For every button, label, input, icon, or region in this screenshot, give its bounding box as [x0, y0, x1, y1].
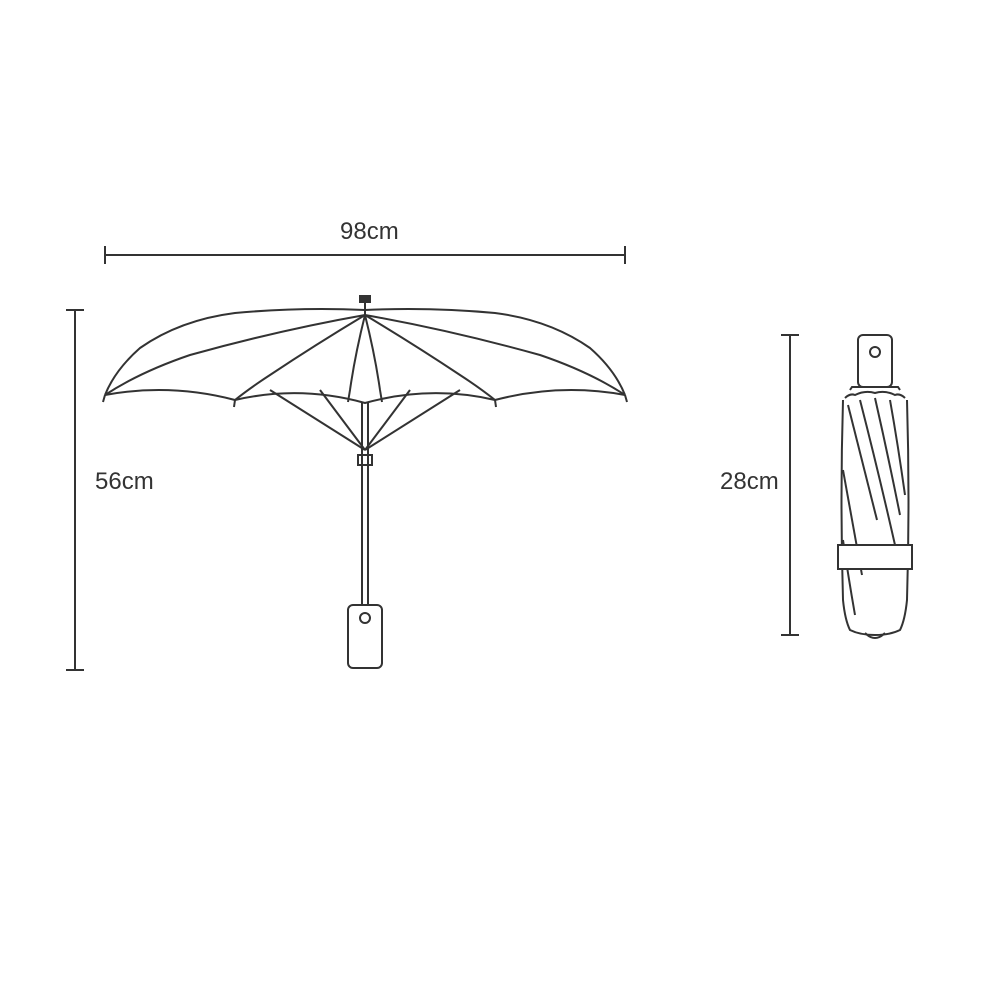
folded-label: 28cm	[720, 468, 779, 496]
folded-umbrella-drawing	[838, 335, 912, 638]
diagram-svg	[0, 0, 1001, 1001]
height-dimension-line	[66, 310, 84, 670]
open-umbrella-drawing	[103, 296, 627, 668]
width-dimension-line	[105, 246, 625, 264]
folded-dimension-line	[781, 335, 799, 635]
width-label: 98cm	[340, 218, 399, 246]
height-label: 56cm	[95, 468, 154, 496]
umbrella-dimension-diagram: 98cm 56cm 28cm	[0, 0, 1001, 1001]
